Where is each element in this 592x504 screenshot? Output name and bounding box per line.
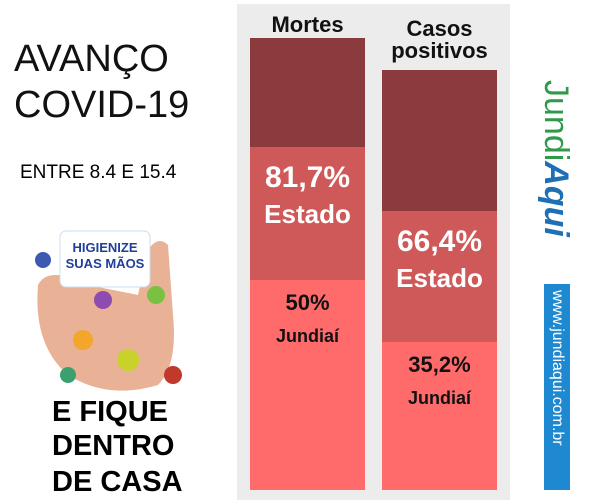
bar (382, 342, 497, 490)
subtitle: ENTRE 8.4 E 15.4 (20, 162, 177, 183)
series-label: Estado (396, 263, 483, 294)
value-label: 81,7% (264, 160, 351, 194)
logo: JundiAqui (536, 80, 576, 270)
chart-area: Mortes 81,7% Estado 50% Jundiaí Casos positiv… (237, 4, 510, 500)
sign-line: HIGIENIZE (72, 240, 138, 255)
series-label: Estado (264, 198, 351, 229)
value-label: 66,4% (396, 225, 483, 259)
slogan-line: DENTRO (52, 430, 175, 462)
category-label: Casos positivos (391, 16, 488, 63)
series-label: Jundiaí (275, 326, 339, 346)
slogan-line: E FIQUE (52, 396, 169, 428)
logo-part: Aqui (537, 161, 575, 237)
hand-illustration (35, 230, 182, 391)
url: www.jundiaqui.com.br (549, 290, 566, 446)
title-line: COVID-19 (14, 84, 190, 126)
logo-part: Jundi (537, 80, 575, 162)
value-label: 35,2% (408, 352, 471, 378)
category-label: Mortes (271, 12, 344, 37)
slogan-line: DE CASA (52, 466, 183, 498)
bar (250, 280, 365, 490)
value-label: 50% (285, 290, 330, 315)
sign-line: SUAS MÃOS (65, 256, 145, 271)
sign: HIGIENIZE SUAS MÃOS (62, 240, 148, 272)
series-label: Jundiaí (407, 388, 471, 409)
logo-text: JundiAqui (536, 80, 576, 237)
url-box: www.jundiaqui.com.br (544, 284, 570, 490)
title-line: AVANÇO (14, 38, 169, 80)
